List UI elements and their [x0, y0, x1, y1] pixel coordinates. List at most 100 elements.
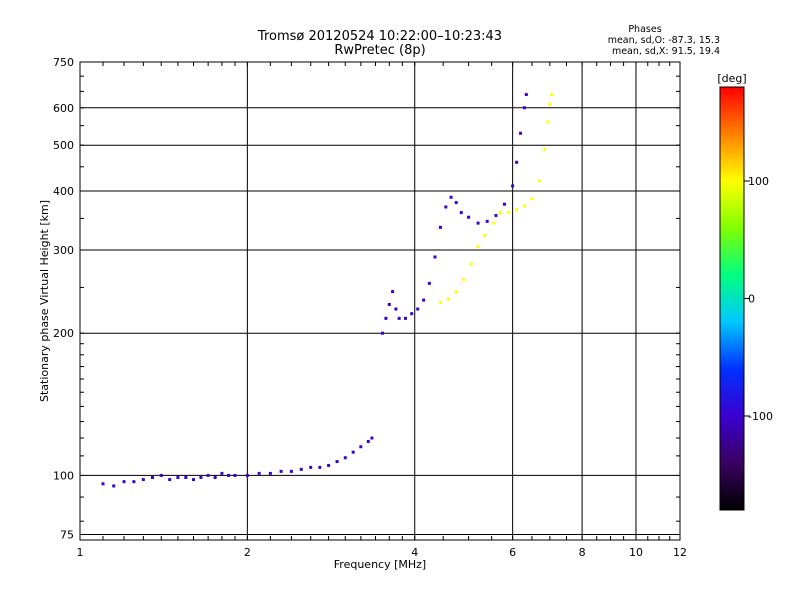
data-point	[132, 480, 136, 484]
data-point	[548, 102, 552, 106]
data-point	[524, 93, 528, 97]
data-point	[366, 439, 370, 443]
x-tick-label: 6	[509, 546, 516, 559]
data-point	[384, 316, 388, 320]
y-tick-label: 600	[53, 102, 74, 115]
data-point	[159, 473, 163, 477]
data-point	[101, 482, 105, 486]
data-point	[191, 478, 195, 482]
data-point	[410, 312, 414, 316]
data-point	[498, 211, 502, 215]
x-axis-label: Frequency [MHz]	[334, 558, 426, 571]
data-points	[101, 93, 554, 488]
data-point	[394, 307, 398, 311]
chart-subtitle: RwPretec (8p)	[334, 43, 425, 58]
data-point	[438, 225, 442, 229]
data-point	[257, 471, 261, 475]
data-point	[546, 120, 550, 124]
data-point	[537, 179, 541, 183]
colorbar-tick-label: 0	[748, 293, 755, 306]
data-point	[404, 316, 408, 320]
data-point	[370, 436, 374, 440]
data-point	[299, 467, 303, 471]
y-tick-label: 500	[53, 139, 74, 152]
data-point	[502, 202, 506, 206]
data-point	[213, 475, 217, 479]
data-point	[550, 93, 554, 97]
data-point	[454, 290, 458, 294]
data-point	[327, 463, 331, 467]
data-point	[422, 298, 426, 302]
colorbar-tick-label: 100	[748, 175, 769, 188]
data-point	[515, 160, 519, 164]
x-tick-label: 1	[77, 546, 84, 559]
x-tick-label: 10	[629, 546, 643, 559]
data-point	[507, 211, 511, 215]
data-point	[199, 475, 203, 479]
data-point	[438, 301, 442, 305]
data-point	[391, 290, 395, 294]
y-tick-label: 300	[53, 244, 74, 257]
colorbar	[719, 86, 745, 511]
data-point	[469, 262, 473, 266]
data-point	[511, 184, 515, 188]
chart-title: Tromsø 20120524 10:22:00–10:23:43	[257, 29, 502, 44]
y-axis-label: Stationary phase Virtual Height [km]	[38, 200, 51, 402]
data-point	[522, 106, 526, 110]
data-point	[485, 219, 489, 223]
phases-heading: Phases	[628, 24, 661, 35]
y-tick-label: 100	[53, 469, 74, 482]
data-point	[351, 450, 355, 454]
colorbar-ticks: 100 0 -100	[744, 175, 773, 423]
x-tick-label: 2	[244, 546, 251, 559]
data-point	[449, 195, 453, 199]
data-point	[454, 201, 458, 205]
data-point	[530, 197, 534, 201]
data-point	[220, 471, 224, 475]
colorbar-label: [deg]	[717, 72, 746, 85]
data-point	[233, 473, 237, 477]
data-point	[112, 484, 116, 488]
data-point	[416, 307, 420, 311]
data-point	[444, 205, 448, 209]
data-point	[476, 221, 480, 225]
y-tick-label: 750	[53, 56, 74, 69]
data-point	[184, 475, 188, 479]
data-point	[492, 221, 496, 225]
data-point	[335, 460, 339, 464]
data-point	[494, 213, 498, 217]
data-point	[380, 331, 384, 335]
data-point	[206, 473, 210, 477]
x-tick-label: 8	[579, 546, 586, 559]
data-point	[318, 465, 322, 469]
phases-stats-x: mean, sd,X: 91.5, 19.4	[612, 46, 720, 57]
data-point	[279, 469, 283, 473]
data-point	[343, 456, 347, 460]
data-point	[289, 469, 293, 473]
data-point	[387, 303, 391, 307]
data-point	[462, 277, 466, 281]
x-tick-label: 4	[411, 546, 418, 559]
colorbar-tick-label: -100	[748, 410, 773, 423]
y-axis: 75 100 200 300 400 500 600 750	[53, 56, 680, 541]
y-tick-label: 200	[53, 327, 74, 340]
data-point	[515, 208, 519, 212]
phases-stats-o: mean, sd,O: -87.3, 15.3	[608, 35, 720, 46]
data-point	[245, 473, 249, 477]
data-point	[176, 475, 180, 479]
data-point	[483, 233, 487, 237]
data-point	[122, 480, 126, 484]
data-point	[268, 471, 272, 475]
y-tick-label: 400	[53, 185, 74, 198]
data-point	[467, 215, 471, 219]
x-tick-label: 12	[673, 546, 687, 559]
data-point	[459, 211, 463, 215]
data-point	[476, 245, 480, 249]
data-point	[427, 281, 431, 285]
data-point	[522, 204, 526, 208]
data-point	[359, 445, 363, 449]
plot-frame	[79, 61, 681, 541]
data-point	[433, 255, 437, 259]
data-point	[168, 478, 172, 482]
